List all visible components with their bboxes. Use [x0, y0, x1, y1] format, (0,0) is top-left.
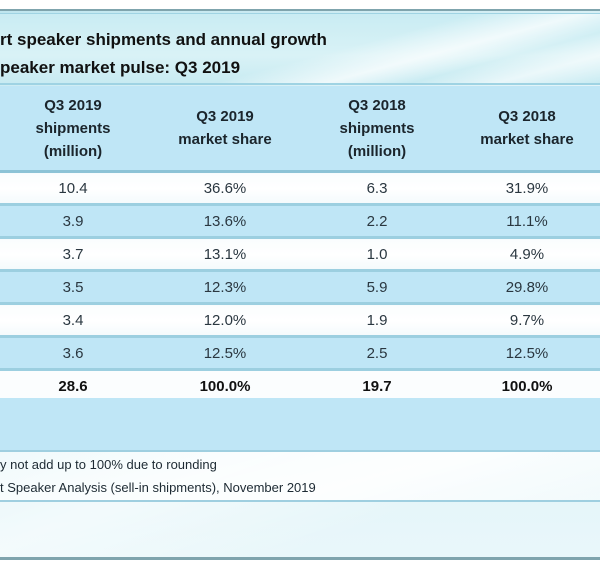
- col-header-text: Q3 2018: [348, 96, 406, 114]
- table-row: 3.4 12.0% 1.9 9.7%: [0, 303, 600, 338]
- col-header-text: shipments: [35, 119, 111, 137]
- col-header-text: Q3 2018: [498, 108, 556, 125]
- col-header-text: (million): [347, 142, 407, 160]
- footnotes: y not add up to 100% due to rounding t S…: [0, 452, 600, 502]
- shipments-table: Q3 2019 shipments (million) Q3 2019 market …: [0, 86, 600, 404]
- table-cell: 5.9: [302, 270, 452, 305]
- footnote-source: t Speaker Analysis (sell-in shipments), …: [0, 480, 316, 495]
- table-cell: 3.7: [0, 237, 148, 272]
- table-cell: 4.9%: [452, 237, 600, 272]
- table-cell: 1.0: [302, 237, 452, 272]
- title-line-1: rt speaker shipments and annual growth: [0, 30, 327, 49]
- col-header-q3-2018-shipments: Q3 2018 shipments (million): [302, 86, 452, 173]
- col-header-text: Q3 2019: [44, 96, 102, 114]
- table-header-row: Q3 2019 shipments (million) Q3 2019 market …: [0, 86, 600, 173]
- table-cell: 12.5%: [148, 336, 302, 371]
- table-cell: 3.6: [0, 336, 148, 371]
- table-cell: 3.4: [0, 303, 148, 338]
- table-cell: 31.9%: [452, 171, 600, 206]
- table-cell: 3.9: [0, 204, 148, 239]
- title-line-2: peaker market pulse: Q3 2019: [0, 58, 241, 77]
- table-cell: 11.1%: [452, 204, 600, 239]
- empty-table-row: [0, 398, 600, 452]
- col-header-q3-2018-share: Q3 2018 market share: [452, 86, 600, 173]
- table-cell: 12.0%: [148, 303, 302, 338]
- col-header-text: (million): [43, 142, 103, 160]
- table-row: 3.7 13.1% 1.0 4.9%: [0, 237, 600, 272]
- table-cell: 13.1%: [148, 237, 302, 272]
- table-cell: 10.4: [0, 171, 148, 206]
- table-cell: 36.6%: [148, 171, 302, 206]
- table-cell: 3.5: [0, 270, 148, 305]
- table-cell: 2.2: [302, 204, 452, 239]
- col-header-q3-2019-share: Q3 2019 market share: [148, 86, 302, 173]
- table-cell: 29.8%: [452, 270, 600, 305]
- col-header-text: market share: [480, 131, 574, 148]
- table-cell: 12.3%: [148, 270, 302, 305]
- table-cell: 9.7%: [452, 303, 600, 338]
- table-cell: 13.6%: [148, 204, 302, 239]
- table-cell: 1.9: [302, 303, 452, 338]
- col-header-text: market share: [178, 131, 272, 148]
- table-row: 3.5 12.3% 5.9 29.8%: [0, 270, 600, 305]
- table-row: 10.4 36.6% 6.3 31.9%: [0, 171, 600, 206]
- title-band: [0, 13, 600, 85]
- col-header-text: Q3 2019: [196, 108, 254, 125]
- table-row: 3.6 12.5% 2.5 12.5%: [0, 336, 600, 371]
- table-cell: 6.3: [302, 171, 452, 206]
- table-cell: 2.5: [302, 336, 452, 371]
- col-header-q3-2019-shipments: Q3 2019 shipments (million): [0, 86, 148, 173]
- col-header-text: shipments: [339, 119, 415, 137]
- table-cell: 12.5%: [452, 336, 600, 371]
- footnote-rounding: y not add up to 100% due to rounding: [0, 457, 217, 472]
- table-row: 3.9 13.6% 2.2 11.1%: [0, 204, 600, 239]
